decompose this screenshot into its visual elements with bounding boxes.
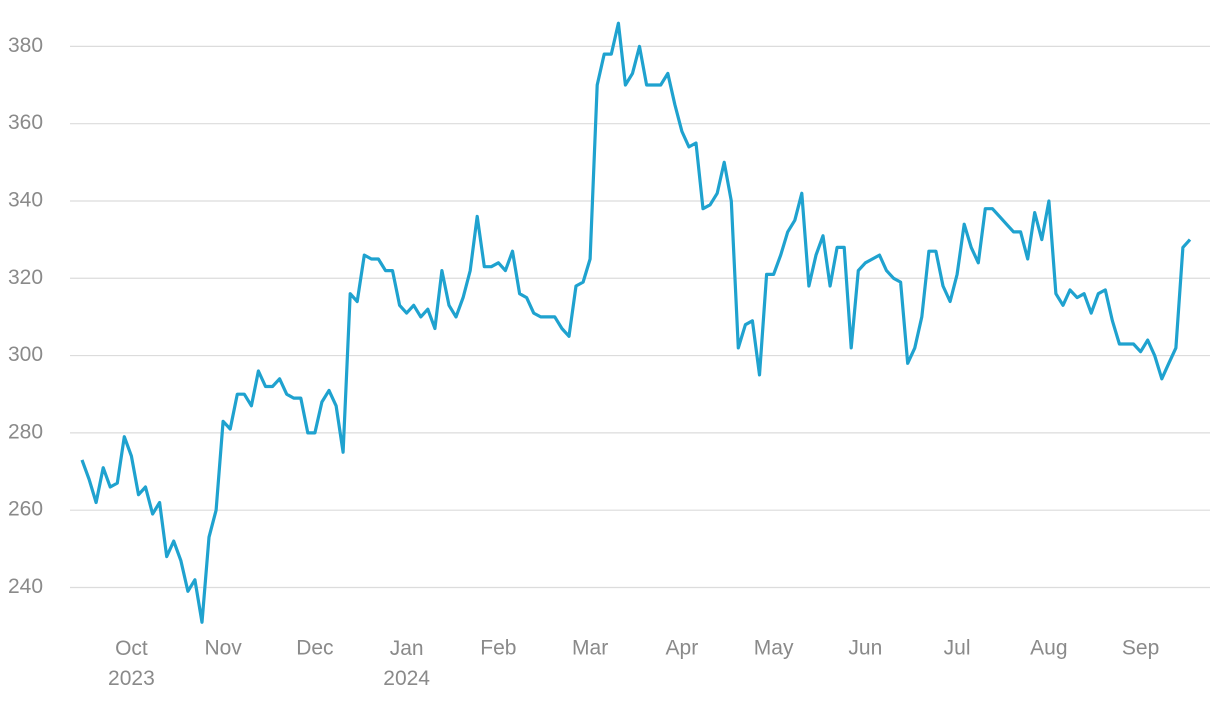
y-tick-label: 380	[8, 34, 43, 57]
y-tick-label: 300	[8, 343, 43, 366]
y-tick-label: 360	[8, 111, 43, 134]
x-tick-label: Feb	[480, 637, 516, 660]
y-tick-label: 280	[8, 420, 43, 443]
x-tick-label: May	[754, 637, 794, 660]
x-tick-label-line: Jan	[390, 637, 424, 660]
x-tick-label: Sep	[1122, 637, 1159, 660]
x-tick-label: Nov	[204, 637, 242, 660]
x-tick-label-line: Oct	[115, 637, 148, 660]
x-tick-label: Dec	[296, 637, 333, 660]
y-tick-label: 260	[8, 498, 43, 521]
x-tick-label: Aug	[1030, 637, 1067, 660]
x-tick-label-line: 2024	[383, 667, 430, 690]
y-tick-label: 240	[8, 575, 43, 598]
y-tick-label: 340	[8, 189, 43, 212]
line-series	[80, 21, 1192, 624]
x-tick-label: Apr	[666, 637, 699, 660]
y-tick-label: 320	[8, 266, 43, 289]
x-tick-label: Oct 2023	[108, 637, 155, 690]
x-tick-label: Mar	[572, 637, 608, 660]
x-tick-label: Jun	[848, 637, 882, 660]
x-tick-label-line: 2023	[108, 667, 155, 690]
x-tick-label: Jan 2024	[383, 637, 430, 690]
x-tick-label: Jul	[944, 637, 971, 660]
